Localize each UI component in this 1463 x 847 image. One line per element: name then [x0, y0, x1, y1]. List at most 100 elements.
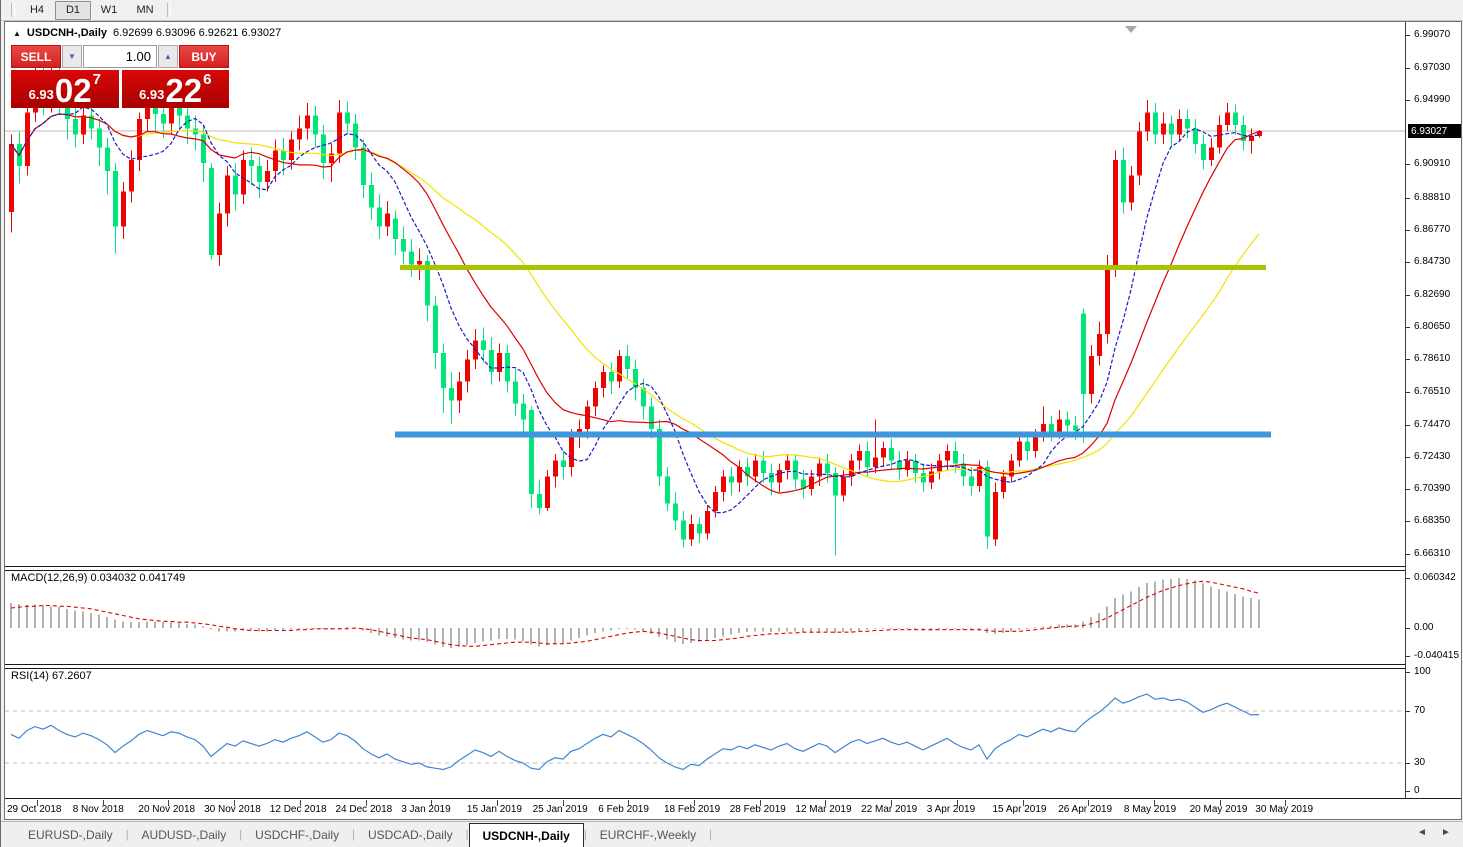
candle-body	[961, 463, 966, 477]
sell-price-display[interactable]: 6.93 02 7	[11, 70, 119, 108]
ma-slow-yellow	[10, 113, 1260, 483]
timeframe-button-w1[interactable]: W1	[100, 4, 118, 16]
macd-bar	[770, 628, 772, 633]
volume-input[interactable]	[84, 46, 156, 67]
macd-bar	[890, 628, 892, 629]
rsi-chart-canvas[interactable]	[5, 668, 1405, 799]
date-label: 20 May 2019	[1189, 804, 1248, 815]
macd-bar	[722, 628, 724, 637]
macd-bar	[586, 628, 588, 636]
macd-bar	[58, 607, 60, 628]
tab-scroll-left-icon[interactable]: ◄	[1417, 827, 1427, 838]
date-tick	[299, 800, 301, 806]
candle-body	[169, 107, 174, 124]
sell-price-sup: 7	[92, 71, 101, 88]
date-tick	[234, 800, 236, 806]
candle-body	[177, 107, 182, 116]
macd-bar	[386, 628, 388, 637]
price-tick-label: 6.99070	[1414, 29, 1451, 41]
tab-audusd-daily[interactable]: AUDUSD-,Daily	[141, 827, 227, 842]
candle-body	[905, 460, 910, 471]
collapse-icon[interactable]: ▲	[13, 28, 21, 38]
chevron-up-icon: ▲	[164, 52, 172, 61]
macd-bar	[1234, 593, 1236, 628]
candle-body	[1009, 460, 1014, 477]
axis-tick	[1406, 359, 1410, 361]
tab-usdcad-daily[interactable]: USDCAD-,Daily	[367, 827, 453, 842]
current-price-value: 6.93027	[1411, 125, 1448, 137]
candle-body	[985, 466, 990, 537]
date-tick	[1219, 800, 1221, 806]
date-label: 3 Apr 2019	[926, 804, 976, 815]
macd-bar	[1114, 598, 1116, 628]
macd-bar	[506, 628, 508, 639]
candle-body	[1169, 123, 1174, 135]
macd-bar	[514, 628, 516, 640]
tab-eurusd-daily[interactable]: EURUSD-,Daily	[28, 827, 113, 842]
candle-body	[737, 466, 742, 483]
date-label: 29 Oct 2018	[7, 804, 62, 815]
macd-signal-line	[10, 580, 1260, 647]
timeframe-button-h4[interactable]: H4	[29, 4, 45, 16]
buy-button[interactable]: BUY	[179, 45, 229, 68]
tab-divider: |	[583, 828, 587, 841]
macd-bar	[914, 628, 916, 630]
macd-bar	[370, 628, 372, 633]
candle-body	[1161, 123, 1166, 135]
rsi-tick-label: 0	[1414, 785, 1420, 796]
candle-body	[385, 213, 390, 227]
candle-body	[121, 191, 126, 227]
candle-body	[201, 134, 206, 164]
date-axis[interactable]: 29 Oct 2018 8 Nov 2018 20 Nov 2018 30 Nov 2…	[5, 800, 1405, 819]
macd-bar	[906, 628, 908, 629]
candle-body	[409, 251, 414, 265]
macd-bar	[306, 628, 308, 629]
candle-body	[465, 359, 470, 382]
tab-scroll-right-icon[interactable]: ►	[1441, 827, 1451, 838]
chart-plot-area[interactable]	[5, 22, 1405, 800]
axis-tick	[1406, 294, 1410, 296]
macd-chart-canvas[interactable]	[5, 570, 1405, 664]
buy-price-display[interactable]: 6.93 22 6	[121, 70, 229, 108]
candle-body	[745, 466, 750, 477]
axis-tick	[1406, 628, 1410, 629]
pane-separator[interactable]	[5, 566, 1461, 571]
price-tick-label: 6.68350	[1414, 515, 1451, 527]
volume-decrease-button[interactable]: ▼	[62, 45, 82, 68]
axis-tick	[1406, 197, 1410, 199]
candle-body	[1217, 125, 1222, 148]
macd-bar	[434, 628, 436, 645]
tab-usdcnh-daily[interactable]: USDCNH-,Daily	[468, 823, 584, 847]
timeframe-button-d1[interactable]: D1	[55, 0, 91, 20]
tab-eurchf-weekly[interactable]: EURCHF-,Weekly	[599, 827, 697, 842]
axis-tick	[1406, 424, 1410, 426]
pane-separator	[5, 798, 1461, 800]
candle-body	[441, 352, 446, 388]
candle-body	[881, 447, 886, 458]
candle-body	[233, 175, 238, 195]
macd-bar	[938, 628, 940, 630]
main-chart-canvas[interactable]	[5, 22, 1405, 566]
sell-button[interactable]: SELL	[11, 45, 61, 68]
candle-body	[1073, 425, 1078, 431]
candle-body	[913, 460, 918, 474]
date-label: 12 Dec 2018	[269, 804, 327, 815]
macd-bar	[410, 628, 412, 641]
pane-separator[interactable]	[5, 664, 1461, 669]
price-axis[interactable]: 6.93027 6.99070 6.97030 6.94990 6.90910 6.88…	[1405, 22, 1461, 798]
tab-usdchf-daily[interactable]: USDCHF-,Daily	[255, 827, 340, 842]
candle-body	[265, 170, 270, 183]
candle-body	[865, 451, 870, 467]
macd-bar	[346, 627, 348, 629]
price-tick-label: 6.66310	[1414, 547, 1451, 559]
timeframe-button-mn[interactable]: MN	[136, 4, 154, 16]
candle-body	[1153, 112, 1158, 135]
candle-body	[841, 476, 846, 496]
candle-body	[497, 352, 502, 372]
price-tick-label: 6.80650	[1414, 320, 1451, 332]
chart-shift-icon	[1125, 26, 1137, 33]
price-tick-label: 6.82690	[1414, 288, 1451, 300]
date-tick	[431, 800, 433, 806]
volume-increase-button[interactable]: ▲	[158, 45, 178, 68]
macd-tick-label: 0.060342	[1414, 571, 1456, 583]
